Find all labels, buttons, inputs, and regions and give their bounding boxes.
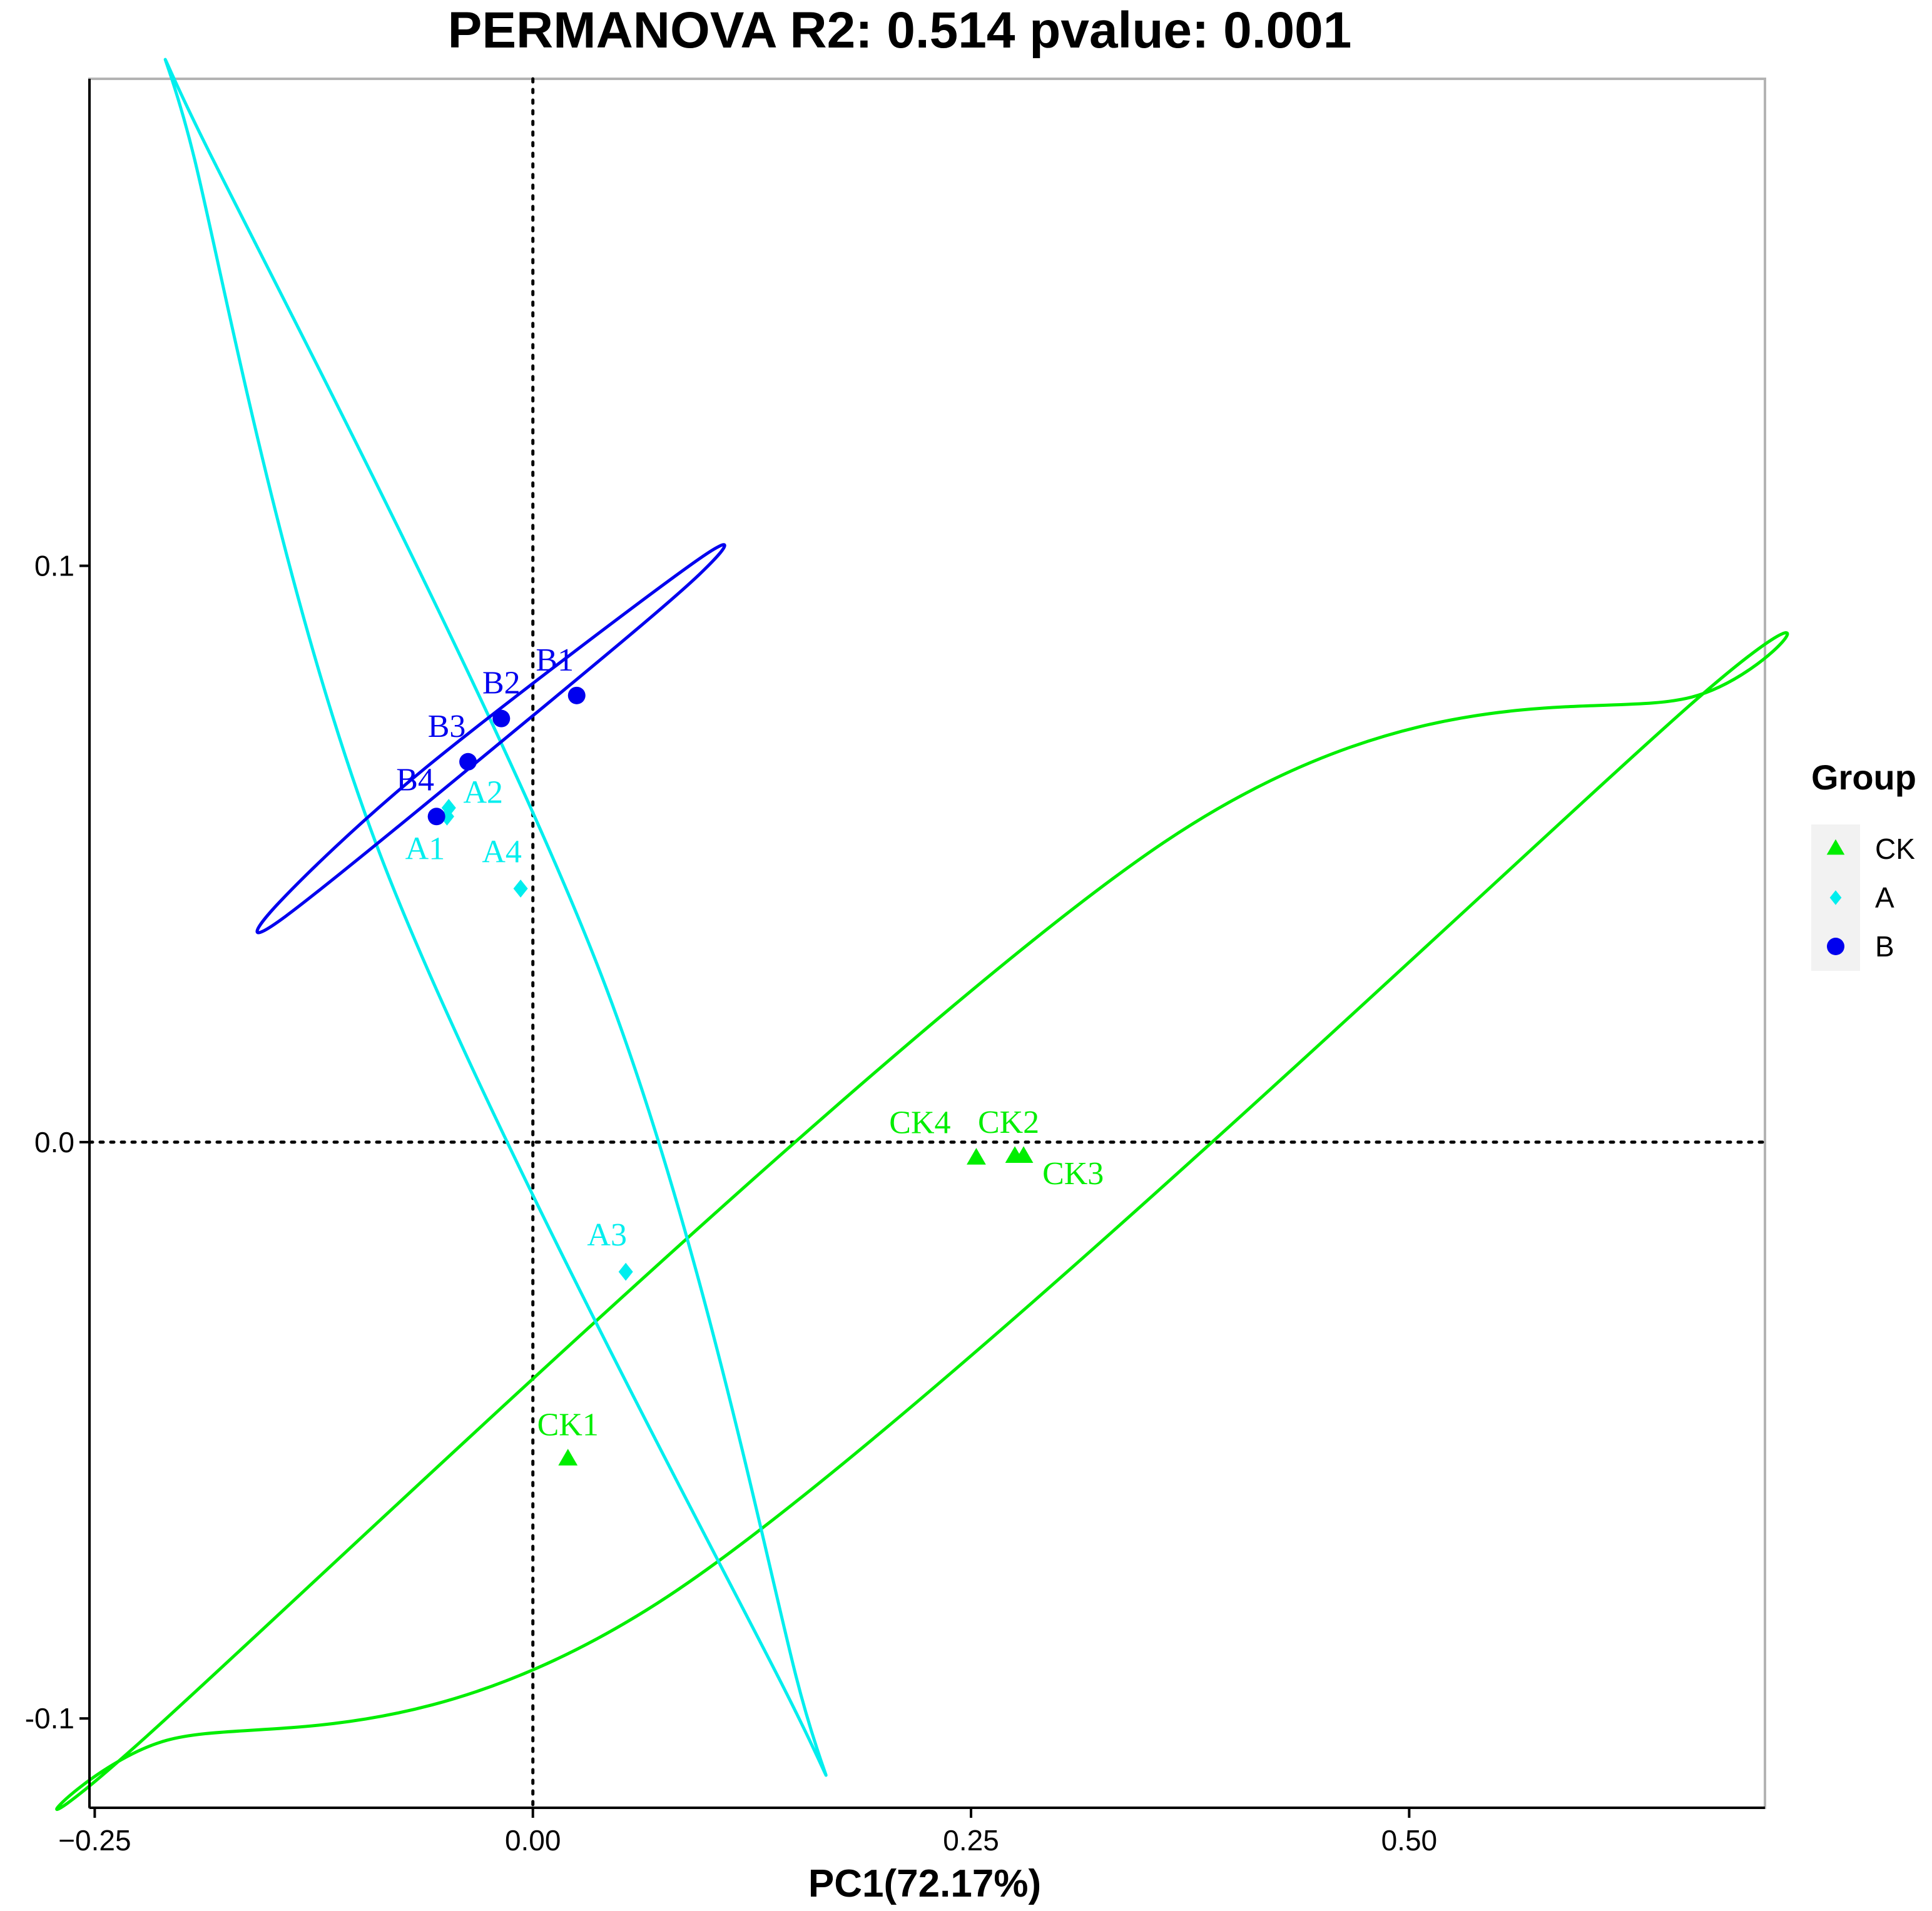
x-tick-label: −0.25: [58, 1824, 131, 1857]
confidence-ellipses: [55, 58, 1789, 1812]
point-a2: [441, 799, 456, 817]
legend-key-ck: [1826, 839, 1845, 855]
point-ck4: [967, 1148, 986, 1165]
point-label-ck3: CK3: [1042, 1156, 1104, 1192]
x-tick-label: 0.00: [505, 1824, 561, 1857]
point-label-b1: B1: [536, 642, 574, 678]
ellipse-b: [255, 543, 726, 935]
legend-label-ck: CK: [1875, 833, 1915, 865]
ellipse-ck: [55, 631, 1789, 1812]
y-tick-label: 0.0: [34, 1126, 74, 1158]
legend-label-b: B: [1875, 930, 1894, 963]
point-label-ck4: CK4: [889, 1105, 950, 1141]
point-b3: [459, 753, 477, 771]
legend: Group CK AB: [1811, 758, 1916, 971]
x-tick-label: 0.25: [943, 1824, 999, 1857]
plot-panel: [88, 78, 1766, 1809]
point-a3: [618, 1262, 633, 1281]
point-label-a2: A2: [463, 774, 503, 810]
legend-key-a: [1829, 890, 1842, 905]
x-tick-label: 0.50: [1381, 1824, 1438, 1857]
x-axis-title: PC1(72.17%): [808, 1862, 1041, 1905]
point-label-a3: A3: [587, 1217, 627, 1253]
legend-title: Group: [1811, 758, 1916, 797]
point-label-ck1: CK1: [537, 1407, 599, 1443]
point-label-a4: A4: [482, 834, 522, 869]
data-points: [427, 686, 1034, 1466]
legend-label-a: A: [1875, 881, 1894, 914]
point-label-a1: A1: [405, 831, 445, 866]
panel-border: [88, 78, 1766, 1809]
point-b2: [492, 709, 511, 727]
ellipse-a: [163, 58, 828, 1777]
y-tick-label: 0.1: [34, 550, 74, 582]
point-b4: [427, 808, 445, 826]
point-label-ck2: CK2: [978, 1105, 1039, 1140]
legend-key-b: [1827, 938, 1844, 955]
axes: −0.25 0.00 0.25 0.50 0.1 0.0 -0.1: [25, 79, 1765, 1857]
reference-lines: [88, 77, 1767, 1810]
point-ck3: [1014, 1146, 1034, 1163]
point-label-b2: B2: [482, 666, 521, 701]
point-label-b3: B3: [428, 709, 466, 744]
chart-title: PERMANOVA R2: 0.514 pvalue: 0.001: [448, 2, 1352, 59]
point-a4: [513, 879, 528, 898]
point-b1: [567, 686, 586, 704]
point-ck1: [558, 1449, 578, 1466]
y-tick-label: -0.1: [25, 1702, 74, 1735]
point-label-b4: B4: [396, 762, 434, 798]
